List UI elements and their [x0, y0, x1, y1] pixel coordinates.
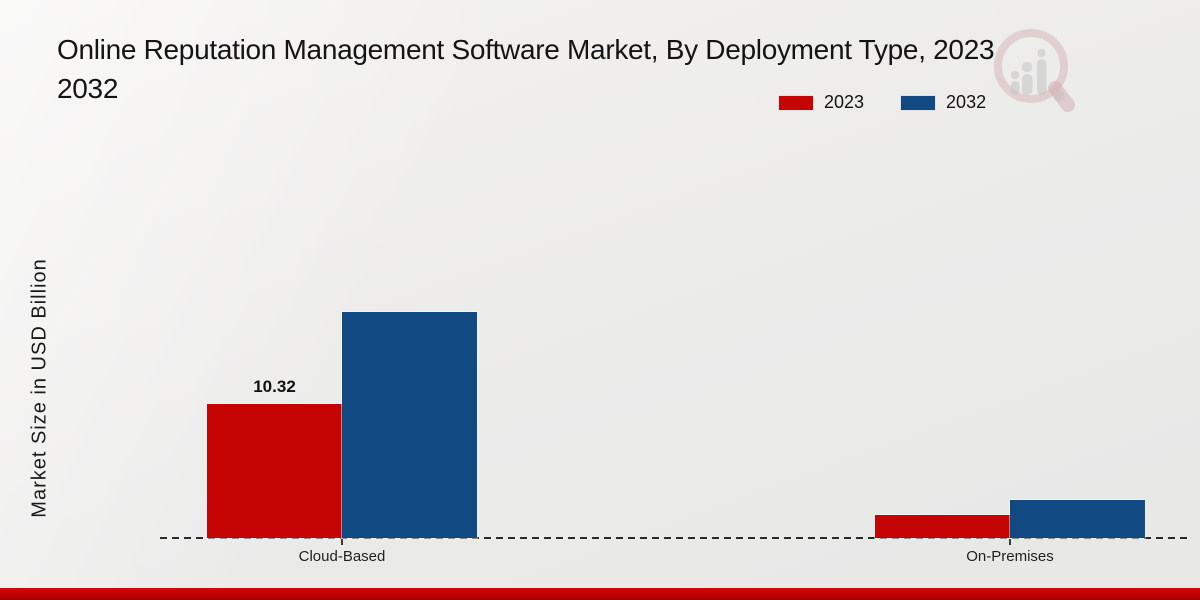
bar-2023-on-premises: [875, 515, 1010, 538]
legend: 2023 2032: [778, 92, 986, 113]
chart-title-line2: 2032: [57, 73, 119, 104]
x-label-on-premises: On-Premises: [966, 548, 1054, 565]
bar-2032-cloud-based: [342, 312, 477, 538]
chart-title: Online Reputation Management Software Ma…: [57, 30, 995, 108]
legend-swatch-2023: [778, 94, 814, 111]
bar-2023-cloud-based: [207, 404, 342, 538]
magnifier-bar-chart-logo-watermark: [994, 29, 1075, 112]
zero-baseline: [160, 537, 1190, 539]
y-axis-title: Market Size in USD Billion: [28, 258, 51, 518]
x-label-cloud-based: Cloud-Based: [298, 548, 386, 565]
footer-brand-band: [0, 588, 1200, 600]
legend-label-2032: 2032: [946, 92, 987, 112]
legend-swatch-2032: [900, 94, 937, 111]
legend-item-2032: 2032: [900, 92, 986, 113]
data-label-cloud-based-2023: 10.32: [253, 376, 296, 396]
x-tick-cloud-based: [341, 539, 343, 545]
bar-2032-on-premises: [1010, 500, 1145, 538]
x-tick-on-premises: [1009, 539, 1011, 545]
chart-title-line1: Online Reputation Management Software Ma…: [57, 34, 995, 65]
legend-label-2023: 2023: [824, 92, 865, 112]
legend-item-2023: 2023: [778, 92, 864, 113]
